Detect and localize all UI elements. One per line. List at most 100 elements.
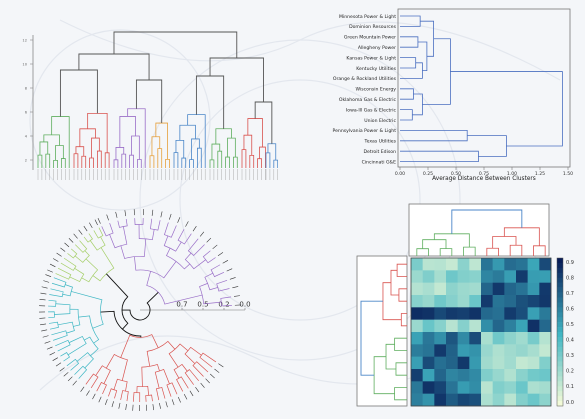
- cluster-link: [274, 160, 278, 168]
- cluster-link: [97, 151, 101, 168]
- heatmap-cell: [504, 320, 516, 333]
- cluster-link: [167, 383, 177, 397]
- cluster-link: [156, 387, 165, 400]
- heatmap-cell: [539, 320, 551, 333]
- leaf-label: Oklahoma Gas & Electric: [339, 97, 397, 103]
- leaf-label: [89, 223, 92, 228]
- cluster-link: [44, 135, 60, 146]
- heatmap-cell: [528, 307, 540, 320]
- heatmap-cell: [469, 258, 481, 271]
- heatmap-cell: [458, 332, 470, 345]
- cluster-link: [150, 219, 160, 230]
- heatmap-cell: [411, 332, 423, 345]
- cluster-link: [226, 157, 230, 168]
- cluster-link: [84, 337, 98, 356]
- radial-tick-label: 0.0: [239, 301, 250, 309]
- heatmap-cell: [434, 258, 446, 271]
- cluster-link: [174, 364, 187, 378]
- leaf-label: [65, 243, 69, 247]
- heatmap-cell: [481, 258, 493, 271]
- heatmap-cell: [528, 332, 540, 345]
- leaf-label: [73, 381, 77, 385]
- cluster-link: [176, 140, 184, 158]
- colorbar-segment: [557, 391, 563, 396]
- heatmap-cell: [446, 283, 458, 296]
- leaf-label: Orange & Rockland Utilities: [333, 76, 397, 82]
- cluster-link: [164, 236, 181, 251]
- heatmap-cell: [493, 320, 505, 333]
- heatmap-cell: [458, 344, 470, 357]
- heatmap-cell: [516, 381, 528, 394]
- heatmap-cell: [458, 307, 470, 320]
- cluster-link: [67, 359, 79, 370]
- heatmap-cell: [434, 332, 446, 345]
- cluster-link: [114, 379, 127, 391]
- colorbar-segment: [557, 278, 563, 283]
- merge-link: [79, 54, 149, 80]
- heatmap-cell: [516, 307, 528, 320]
- heatmap-cell: [411, 394, 423, 407]
- leaf-label: [213, 245, 218, 249]
- colorbar-segment: [557, 293, 563, 298]
- leaf-label: [41, 330, 47, 331]
- leaf-label: [60, 248, 65, 252]
- heatmap-cell: [469, 295, 481, 308]
- heatmap-cell: [528, 381, 540, 394]
- leaf-label: [218, 364, 223, 367]
- heatmap-cell: [504, 357, 516, 370]
- colorbar-segment: [557, 381, 563, 386]
- cluster-link: [56, 145, 64, 160]
- colorbar-tick-label: 0.4: [566, 338, 574, 344]
- colorbar-segment: [557, 362, 563, 367]
- top-dendrogram-frame: [409, 204, 549, 256]
- colorbar-tick-label: 0.0: [566, 400, 574, 406]
- heatmap-cell: [539, 270, 551, 283]
- radial-tick-label: 0.7: [176, 301, 187, 309]
- heatmap-cell: [434, 320, 446, 333]
- heatmap-cell: [504, 283, 516, 296]
- cluster-link: [108, 389, 116, 399]
- heatmap-cell: [481, 394, 493, 407]
- cluster-link: [166, 159, 170, 168]
- colorbar-segment: [557, 302, 563, 307]
- heatmap-cell: [446, 357, 458, 370]
- heatmap-cell: [481, 369, 493, 382]
- leaf-label: [39, 318, 45, 319]
- cluster-link: [51, 331, 67, 341]
- cluster-link: [118, 219, 127, 227]
- heatmap-cell: [458, 357, 470, 370]
- colorbar-segment: [557, 307, 563, 312]
- radial-tick-label: 0.2: [218, 301, 229, 309]
- leaf-label: [43, 336, 49, 338]
- leaf-label: [47, 347, 53, 349]
- heatmap-cell: [423, 270, 435, 283]
- heatmap-cell: [493, 307, 505, 320]
- heatmap-cell: [528, 258, 540, 271]
- colorbar-segment: [557, 297, 563, 302]
- cluster-link: [48, 312, 55, 318]
- colorbar-segment: [557, 396, 563, 401]
- heatmap-cell: [516, 320, 528, 333]
- cluster-link: [400, 16, 420, 26]
- leaf-label: [112, 401, 114, 407]
- heatmap-cell: [504, 369, 516, 382]
- cluster-link: [105, 153, 109, 168]
- cluster-link: [76, 147, 84, 157]
- cluster-link: [266, 153, 270, 168]
- leaf-label: [234, 296, 240, 297]
- colorbar-segment: [557, 273, 563, 278]
- heatmap-cell: [516, 295, 528, 308]
- clustered-heatmap-svg: 0.90.80.70.60.50.40.30.20.10.0: [355, 200, 583, 414]
- leaf-label: [81, 387, 85, 392]
- heatmap-cell: [434, 344, 446, 357]
- heatmap-cell: [411, 270, 423, 283]
- heatmap-cell: [481, 283, 493, 296]
- heatmap-cell: [469, 320, 481, 333]
- cluster-link: [137, 160, 141, 168]
- heatmap-cell: [504, 295, 516, 308]
- heatmap-cell: [446, 320, 458, 333]
- cluster-link: [49, 322, 58, 329]
- cluster-link: [134, 257, 176, 278]
- heatmap-cell: [411, 381, 423, 394]
